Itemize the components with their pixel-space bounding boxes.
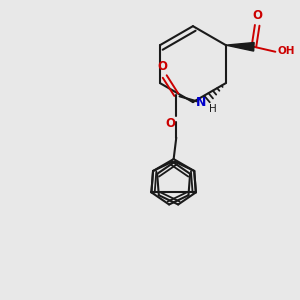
Polygon shape — [226, 43, 254, 51]
Text: OH: OH — [277, 46, 295, 56]
Text: H: H — [209, 104, 217, 114]
Text: O: O — [253, 9, 263, 22]
Text: N: N — [196, 96, 206, 110]
Text: O: O — [157, 60, 167, 73]
Text: O: O — [165, 117, 175, 130]
